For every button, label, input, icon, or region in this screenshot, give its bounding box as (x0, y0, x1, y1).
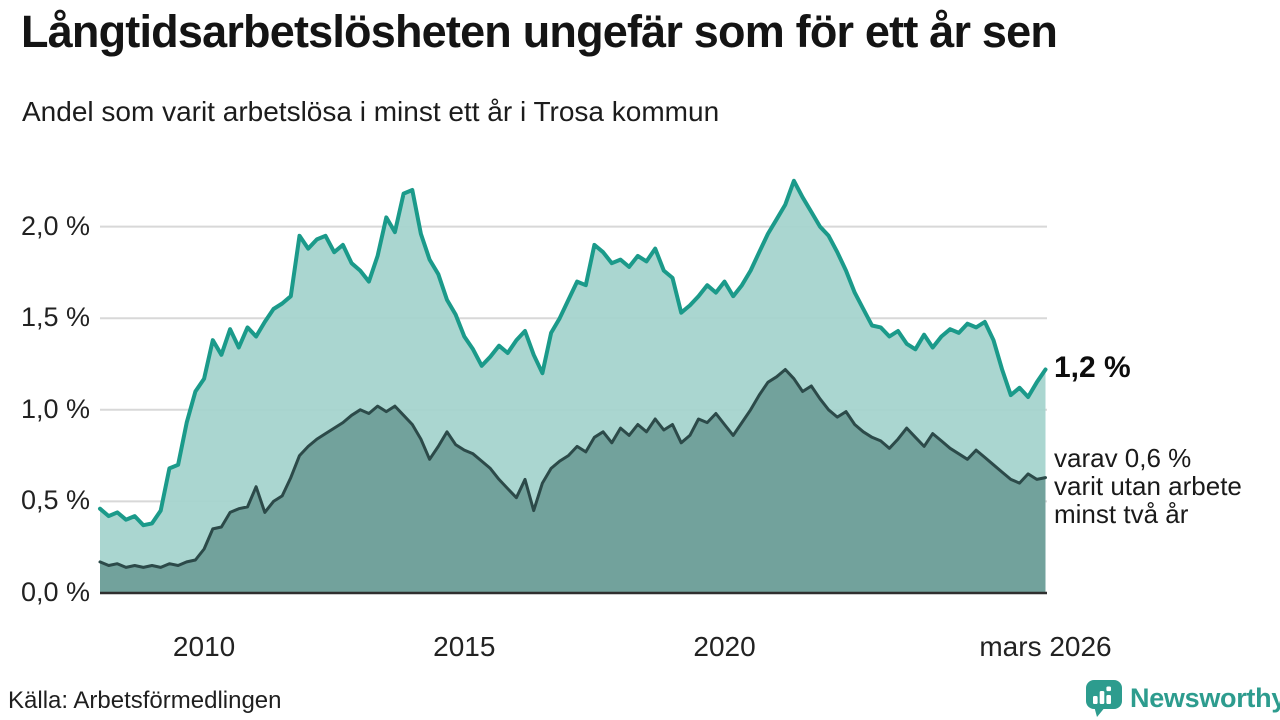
page-title: Långtidsarbetslösheten ungefär som för e… (21, 6, 1058, 57)
newsworthy-logo: Newsworthy (1084, 678, 1280, 718)
y-tick-label: 1,5 % (20, 302, 90, 333)
y-tick-label: 0,0 % (20, 577, 90, 607)
y-tick-label: 1,0 % (20, 393, 90, 424)
x-tick-label: 2020 (693, 631, 756, 662)
series-end-value-label: 1,2 % (1054, 351, 1131, 384)
line-subset (98, 368, 1047, 569)
subset-annotation-line-2: varit utan arbete (1054, 471, 1242, 501)
chart-subtitle: Andel som varit arbetslösa i minst ett å… (22, 96, 720, 127)
bar-chart-pin-icon (1086, 680, 1122, 717)
subset-annotation-line-1: varav 0,6 % (1054, 443, 1192, 473)
area-subset (100, 369, 1046, 593)
subset-annotation: varav 0,6 % varit utan arbete minst två … (1054, 444, 1274, 528)
line-total (98, 178, 1048, 528)
brand-name: Newsworthy (1130, 682, 1280, 713)
y-tick-label: 2,0 % (20, 210, 90, 241)
y-tick-label: 0,5 % (20, 485, 90, 516)
x-tick-label: mars 2026 (979, 631, 1112, 662)
x-tick-label: 2010 (172, 631, 236, 662)
source-attribution: Källa: Arbetsförmedlingen (8, 687, 282, 714)
x-tick-label: 2015 (433, 631, 496, 662)
subset-annotation-line-3: minst två år (1054, 499, 1189, 529)
